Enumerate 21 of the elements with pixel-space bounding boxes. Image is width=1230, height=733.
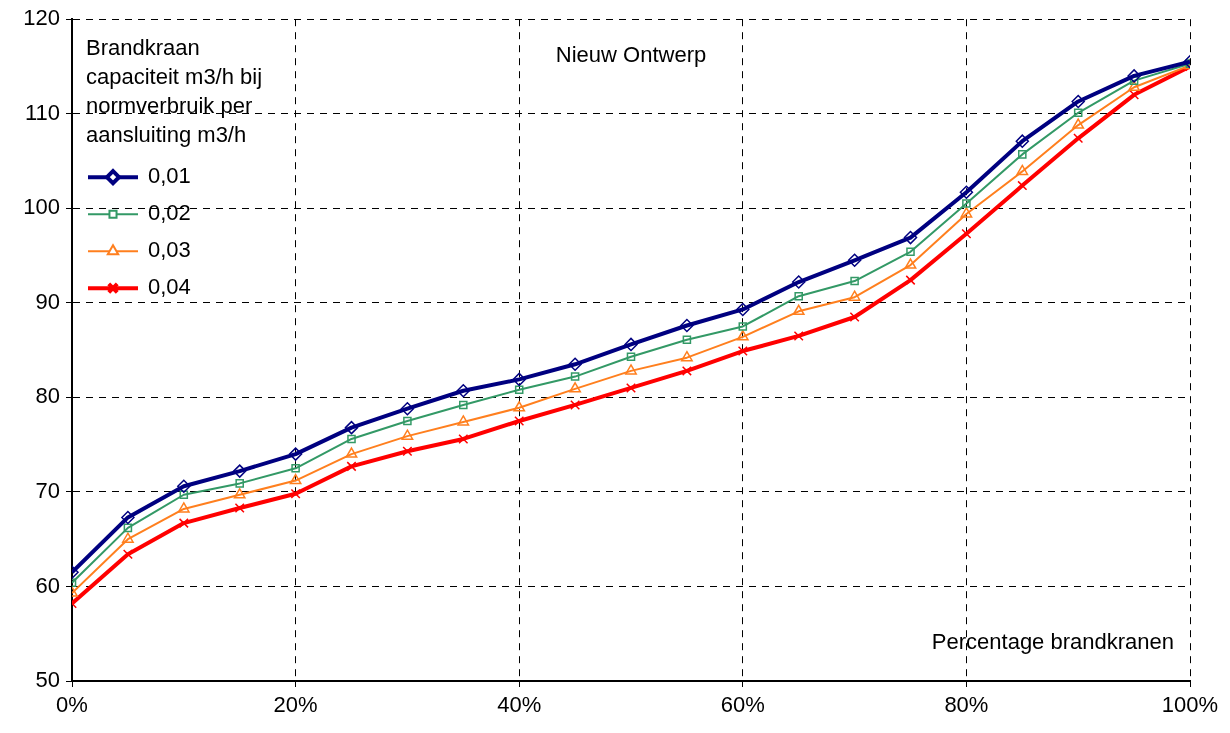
y-tick-label: 90 (35, 288, 60, 314)
legend-label: 0,03 (148, 237, 191, 263)
y-tick-label: 100 (23, 194, 60, 220)
y-tick-label: 110 (24, 99, 60, 125)
y-tick-label: 70 (35, 477, 60, 503)
text: Nieuw Ontwerp (555, 42, 707, 68)
legend-label: 0,01 (148, 163, 191, 189)
x-tick-label: 60% (720, 692, 765, 718)
legend-label: 0,02 (148, 200, 191, 226)
legend-label: 0,04 (148, 274, 191, 300)
y-tick-label: 120 (23, 5, 60, 31)
x-tick-label: 100% (1161, 692, 1219, 718)
y-tick-label: 50 (35, 667, 60, 693)
y-tick-label: 60 (35, 572, 60, 598)
legend-title: Brandkraan capaciteit m3/h bij normverbruik per aansluiting m3/h (86, 35, 263, 148)
y-tick-label: 80 (35, 383, 60, 409)
x-tick-label: 20% (273, 692, 318, 718)
x-tick-label: 80% (944, 692, 989, 718)
x-axis-title: Percentage brandkranen (931, 629, 1174, 655)
x-tick-label: 40% (497, 692, 542, 718)
x-tick-label: 0% (56, 692, 88, 718)
